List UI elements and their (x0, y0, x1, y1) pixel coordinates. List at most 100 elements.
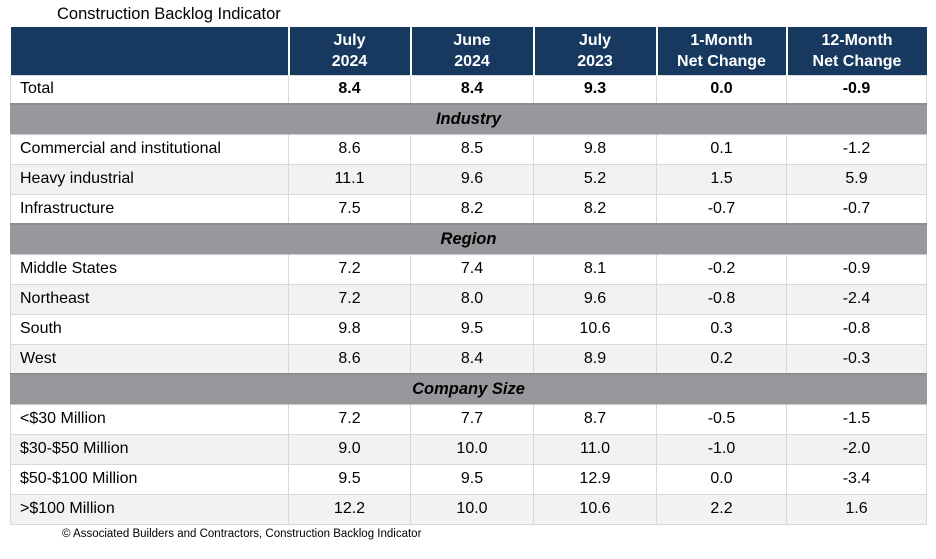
cell-july-2024: 8.6 (288, 133, 411, 165)
header-corner-cell (10, 27, 289, 75)
table-row: $30-$50 Million 9.0 10.0 11.0 -1.0 -2.0 (10, 433, 927, 465)
row-label: Infrastructure (10, 193, 289, 225)
cell-july-2024: 9.8 (288, 313, 411, 345)
table-row: Middle States 7.2 7.4 8.1 -0.2 -0.9 (10, 253, 927, 285)
cell-1-month-net-change: 2.2 (656, 493, 787, 525)
cell-june-2024: 9.5 (410, 313, 534, 345)
cell-1-month-net-change: 0.0 (656, 74, 787, 105)
cell-july-2024: 11.1 (288, 163, 411, 195)
row-label: Middle States (10, 253, 289, 285)
table-row: >$100 Million 12.2 10.0 10.6 2.2 1.6 (10, 493, 927, 525)
cell-12-month-net-change: -3.4 (786, 463, 927, 495)
cell-1-month-net-change: -0.2 (656, 253, 787, 285)
cell-1-month-net-change: 0.1 (656, 133, 787, 165)
cell-july-2023: 9.3 (533, 74, 657, 105)
table-row: South 9.8 9.5 10.6 0.3 -0.8 (10, 313, 927, 345)
cell-june-2024: 8.2 (410, 193, 534, 225)
table-row: <$30 Million 7.2 7.7 8.7 -0.5 -1.5 (10, 403, 927, 435)
backlog-table: July 2024 June 2024 July 2023 1-Month Ne… (10, 27, 927, 525)
cell-1-month-net-change: 0.0 (656, 463, 787, 495)
cell-12-month-net-change: -2.0 (786, 433, 927, 465)
row-label: South (10, 313, 289, 345)
cell-july-2024: 7.2 (288, 283, 411, 315)
cell-july-2023: 8.9 (533, 343, 657, 375)
cell-1-month-net-change: -1.0 (656, 433, 787, 465)
page-title: Construction Backlog Indicator (57, 5, 281, 23)
cell-june-2024: 7.7 (410, 403, 534, 435)
section-title: Region (10, 223, 927, 255)
cell-12-month-net-change: 5.9 (786, 163, 927, 195)
header-col-july-2023: July 2023 (532, 27, 657, 75)
section-title: Industry (10, 103, 927, 135)
table-row: West 8.6 8.4 8.9 0.2 -0.3 (10, 343, 927, 375)
header-row: July 2024 June 2024 July 2023 1-Month Ne… (10, 27, 927, 75)
header-col-june-2024: June 2024 (409, 27, 534, 75)
cell-1-month-net-change: 0.3 (656, 313, 787, 345)
row-label: Total (10, 74, 289, 105)
row-label: Heavy industrial (10, 163, 289, 195)
cell-12-month-net-change: -2.4 (786, 283, 927, 315)
cell-12-month-net-change: -0.8 (786, 313, 927, 345)
table-row: Total 8.4 8.4 9.3 0.0 -0.9 (10, 74, 927, 105)
cell-july-2023: 8.2 (533, 193, 657, 225)
header-col-12-month-net-change: 12-Month Net Change (785, 27, 927, 75)
section-title: Company Size (10, 373, 927, 405)
cell-july-2024: 7.2 (288, 403, 411, 435)
cell-1-month-net-change: 0.2 (656, 343, 787, 375)
cell-1-month-net-change: -0.8 (656, 283, 787, 315)
row-label: Commercial and institutional (10, 133, 289, 165)
cell-july-2023: 9.8 (533, 133, 657, 165)
cell-july-2023: 9.6 (533, 283, 657, 315)
cell-june-2024: 7.4 (410, 253, 534, 285)
cell-july-2023: 11.0 (533, 433, 657, 465)
cell-1-month-net-change: -0.5 (656, 403, 787, 435)
cell-1-month-net-change: -0.7 (656, 193, 787, 225)
cell-july-2024: 8.4 (288, 74, 411, 105)
cell-12-month-net-change: -0.7 (786, 193, 927, 225)
cell-june-2024: 8.4 (410, 343, 534, 375)
table-row: $50-$100 Million 9.5 9.5 12.9 0.0 -3.4 (10, 463, 927, 495)
cell-12-month-net-change: -0.9 (786, 74, 927, 105)
row-label: Northeast (10, 283, 289, 315)
header-col-1-month-net-change: 1-Month Net Change (655, 27, 787, 75)
cell-july-2024: 7.2 (288, 253, 411, 285)
cell-july-2023: 12.9 (533, 463, 657, 495)
cell-july-2023: 5.2 (533, 163, 657, 195)
source-attribution: © Associated Builders and Contractors, C… (62, 527, 422, 540)
cell-12-month-net-change: -0.3 (786, 343, 927, 375)
cell-june-2024: 9.6 (410, 163, 534, 195)
cell-july-2024: 7.5 (288, 193, 411, 225)
table-row: Infrastructure 7.5 8.2 8.2 -0.7 -0.7 (10, 193, 927, 225)
header-col-july-2024: July 2024 (287, 27, 411, 75)
cell-1-month-net-change: 1.5 (656, 163, 787, 195)
table-body: Total 8.4 8.4 9.3 0.0 -0.9 Industry Comm… (10, 74, 927, 525)
cell-12-month-net-change: -1.2 (786, 133, 927, 165)
cell-june-2024: 8.0 (410, 283, 534, 315)
cell-july-2024: 9.5 (288, 463, 411, 495)
table-row: Commercial and institutional 8.6 8.5 9.8… (10, 133, 927, 165)
cell-june-2024: 8.4 (410, 74, 534, 105)
row-label: <$30 Million (10, 403, 289, 435)
table-row: Northeast 7.2 8.0 9.6 -0.8 -2.4 (10, 283, 927, 315)
row-label: West (10, 343, 289, 375)
cell-12-month-net-change: 1.6 (786, 493, 927, 525)
table-header: July 2024 June 2024 July 2023 1-Month Ne… (10, 27, 927, 75)
cell-june-2024: 9.5 (410, 463, 534, 495)
cell-12-month-net-change: -1.5 (786, 403, 927, 435)
cell-july-2023: 10.6 (533, 493, 657, 525)
row-label: $30-$50 Million (10, 433, 289, 465)
section-header-row: Industry (10, 103, 927, 135)
cell-july-2023: 10.6 (533, 313, 657, 345)
section-header-row: Region (10, 223, 927, 255)
cell-july-2024: 12.2 (288, 493, 411, 525)
row-label: >$100 Million (10, 493, 289, 525)
cell-june-2024: 10.0 (410, 493, 534, 525)
cell-12-month-net-change: -0.9 (786, 253, 927, 285)
table-row: Heavy industrial 11.1 9.6 5.2 1.5 5.9 (10, 163, 927, 195)
cell-june-2024: 8.5 (410, 133, 534, 165)
cell-july-2024: 8.6 (288, 343, 411, 375)
cell-july-2023: 8.7 (533, 403, 657, 435)
row-label: $50-$100 Million (10, 463, 289, 495)
cell-june-2024: 10.0 (410, 433, 534, 465)
